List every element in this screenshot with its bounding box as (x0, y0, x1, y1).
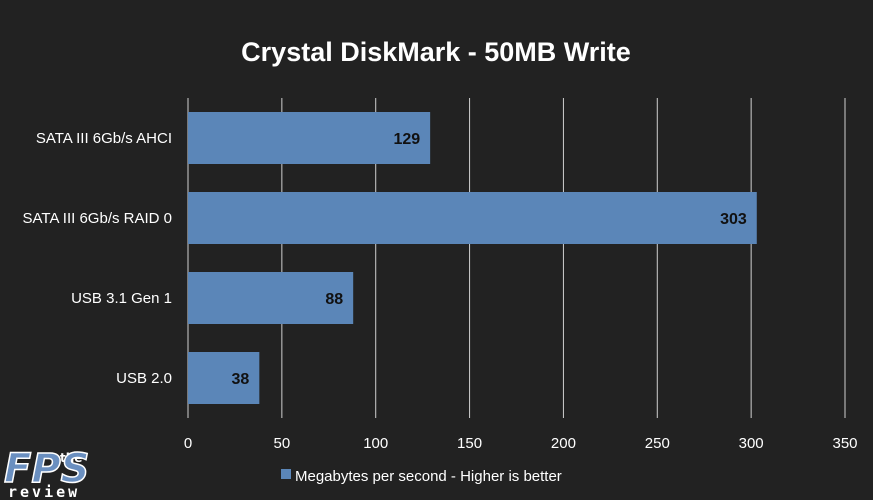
category-label: SATA III 6Gb/s AHCI (36, 130, 172, 147)
legend-label: Megabytes per second - Higher is better (295, 468, 562, 485)
bar-value-label: 129 (393, 131, 420, 148)
x-tick-label: 100 (363, 435, 388, 452)
logo-main-text: FPS (4, 446, 89, 492)
bar-value-label: 88 (325, 291, 343, 308)
x-tick-label: 150 (457, 435, 482, 452)
bar-value-label: 38 (232, 371, 250, 388)
legend: Megabytes per second - Higher is better (281, 468, 562, 485)
x-tick-label: 300 (739, 435, 764, 452)
bar-value-label: 303 (720, 211, 747, 228)
category-label: USB 2.0 (116, 370, 172, 387)
category-labels: SATA III 6Gb/s AHCI SATA III 6Gb/s RAID 0… (23, 130, 173, 387)
legend-swatch (281, 469, 291, 479)
category-label: SATA III 6Gb/s RAID 0 (23, 210, 173, 227)
category-label: USB 3.1 Gen 1 (71, 290, 172, 307)
bars: 129 303 88 38 (188, 112, 757, 404)
x-tick-label: 0 (184, 435, 192, 452)
logo-bottom-text: review (8, 483, 80, 500)
bar (188, 112, 431, 164)
chart-title: Crystal DiskMark - 50MB Write (241, 37, 631, 67)
fps-review-logo: the FPS review (3, 445, 90, 500)
x-tick-label: 200 (551, 435, 576, 452)
bar (188, 272, 354, 324)
x-tick-label: 50 (274, 435, 291, 452)
x-tick-label: 250 (645, 435, 670, 452)
bar (188, 192, 757, 244)
x-tick-label: 350 (832, 435, 857, 452)
x-axis-tick-labels: 0 50 100 150 200 250 300 350 (184, 435, 858, 452)
logo-top-text: the (60, 451, 82, 465)
bar (188, 352, 260, 404)
